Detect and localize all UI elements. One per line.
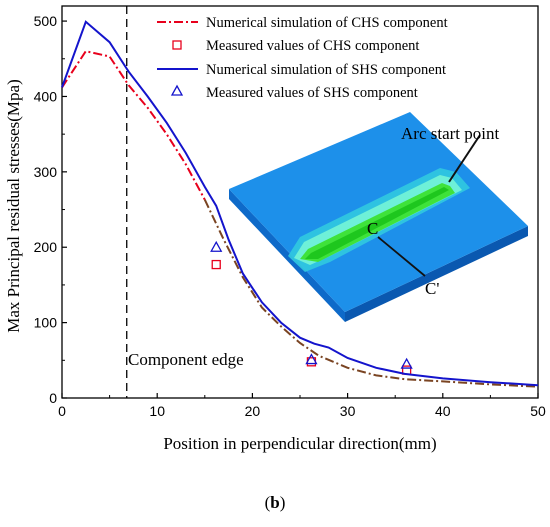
legend-label-shs-meas: Measured values of SHS component — [206, 85, 418, 101]
series-layer — [61, 20, 539, 388]
legend-swatch-shs-meas — [170, 84, 184, 96]
arc-start-label: Arc start point — [401, 124, 499, 143]
y-axis-label: Max Principal residual stresses(Mpa) — [4, 79, 23, 333]
x-tick-label: 30 — [340, 403, 356, 419]
figure-caption: (b) — [0, 493, 550, 513]
c-prime-label: C' — [425, 279, 439, 298]
plate-side-front — [229, 189, 345, 322]
marker-shs-measured — [210, 240, 223, 252]
y-tick-label: 500 — [34, 13, 58, 29]
y-tick-label: 300 — [34, 164, 58, 180]
section-line — [377, 236, 426, 277]
x-tick-label: 40 — [435, 403, 451, 419]
y-tick-label: 0 — [49, 390, 57, 406]
legend-swatch-chs-meas — [172, 40, 182, 50]
weld-plate-inset: Arc start point C C' — [229, 112, 528, 322]
x-tick-label: 0 — [58, 403, 66, 419]
x-tick-label: 20 — [245, 403, 261, 419]
legend: Numerical simulation of CHS component Me… — [157, 15, 448, 101]
caption-open: ( — [264, 493, 271, 512]
marker-chs-measured — [211, 259, 221, 270]
legend-label-shs-sim: Numerical simulation of SHS component — [206, 62, 446, 78]
plate-side-right — [345, 226, 528, 322]
caption-close: ) — [279, 493, 286, 512]
c-label: C — [367, 219, 378, 238]
y-tick-label: 200 — [34, 239, 58, 255]
x-axis-label: Position in perpendicular direction(mm) — [163, 434, 436, 453]
series-line-shs-sim — [61, 20, 539, 387]
series-line-chs-sim-tail — [203, 199, 539, 388]
component-edge-label: Component edge — [128, 350, 244, 369]
marker-shs-measured — [400, 357, 413, 369]
y-tick-label: 400 — [34, 88, 58, 104]
x-tick-label: 10 — [149, 403, 165, 419]
x-tick-label: 50 — [530, 403, 546, 419]
heat-affected-zone — [288, 168, 470, 272]
marker-shs-measured — [305, 353, 318, 365]
y-tick-label: 100 — [34, 315, 58, 331]
legend-label-chs-sim: Numerical simulation of CHS component — [206, 15, 448, 31]
caption-letter: b — [270, 493, 280, 512]
series-line-chs-sim — [61, 50, 206, 201]
legend-label-chs-meas: Measured values of CHS component — [206, 38, 419, 54]
arc-start-leader — [448, 134, 481, 183]
